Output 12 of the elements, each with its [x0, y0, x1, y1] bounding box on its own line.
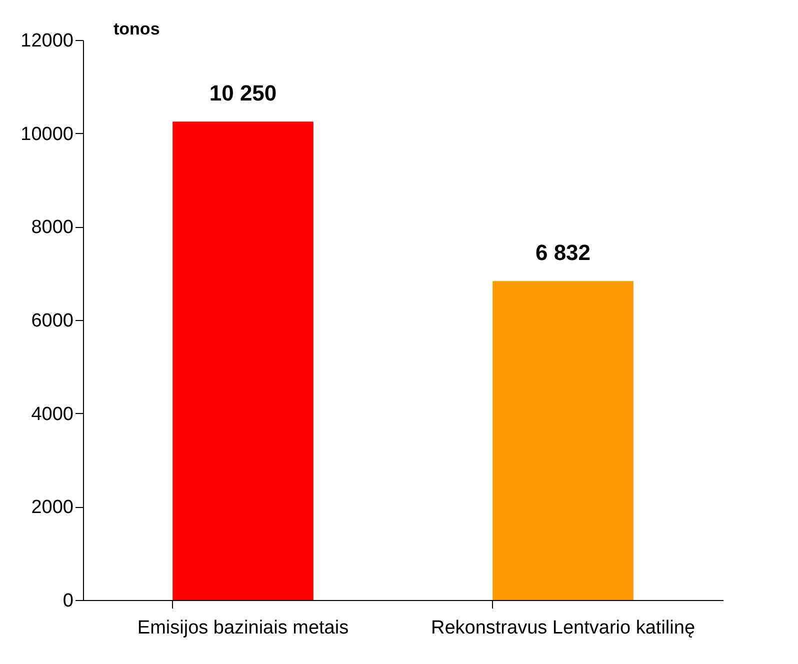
x-tick-label: Rekonstravus Lentvario katilinę	[430, 618, 696, 638]
y-tick-label: 2000	[31, 497, 74, 518]
y-axis-title: tonos	[114, 20, 160, 38]
y-tick-label: 8000	[31, 217, 74, 238]
data-label: 6 832	[535, 240, 591, 266]
x-tick-label: Emisijos baziniais metais	[137, 618, 349, 638]
y-tick-label: 4000	[31, 404, 74, 425]
data-label: 10 250	[209, 80, 277, 106]
y-tick-label: 12000	[20, 30, 74, 52]
y-tick-label: 6000	[31, 310, 74, 332]
y-tick-label: 10000	[20, 124, 74, 145]
y-tick-label: 0	[62, 590, 74, 612]
